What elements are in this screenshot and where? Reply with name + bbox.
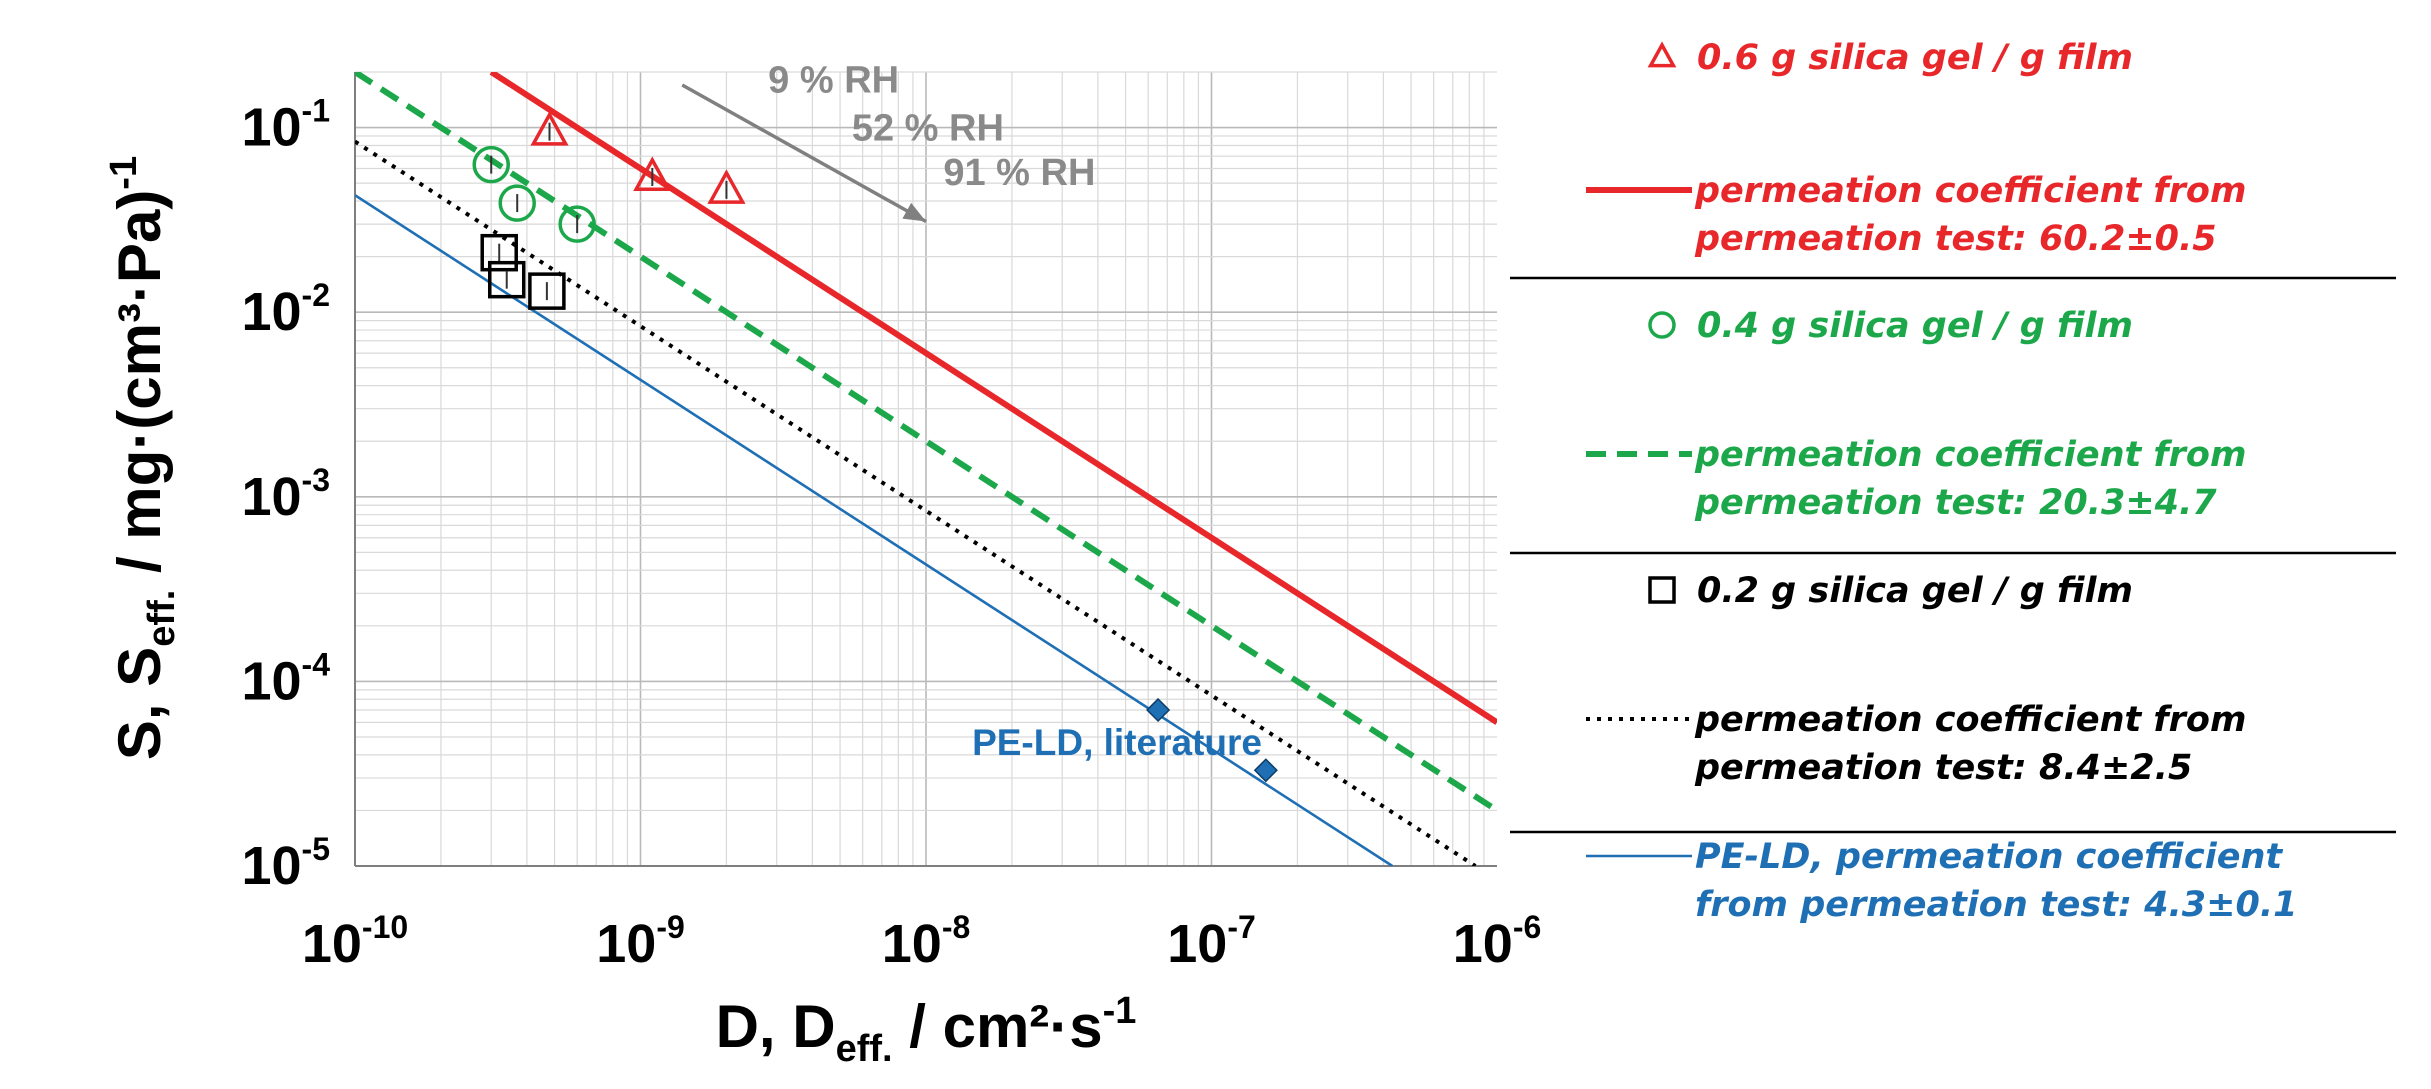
y-tick-exponent: -1 [302, 93, 330, 129]
legend-label: permeation coefficient from [1694, 435, 2246, 475]
x-tick-base: 10 [1453, 914, 1513, 974]
legend-marker-triangle [1647, 41, 1677, 68]
markers [472, 111, 1278, 783]
y-tick-label: 10-2 [241, 277, 330, 342]
data-point-circle [558, 205, 596, 243]
legend-marker-circle [1648, 311, 1676, 339]
y-tick-base: 10 [241, 282, 301, 342]
x-axis-title-superscript: -1 [1103, 990, 1137, 1032]
series-line [355, 139, 1477, 866]
y-tick-exponent: -4 [302, 646, 331, 682]
tick-labels: 10-10 10-9 10-8 10-7 10-610-510-410-310-210-… [241, 93, 1541, 974]
data-point-triangle [530, 111, 569, 146]
x-tick-exponent: -8 [942, 909, 970, 945]
data-point-circle [472, 145, 510, 184]
y-tick-base: 10 [241, 836, 301, 896]
legend-label: PE-LD, permeation coefficient [1695, 837, 2283, 877]
x-tick-label: 10-10 [302, 909, 408, 974]
legend-label: 0.6 g silica gel / g film [1697, 38, 2133, 78]
x-tick-exponent: -9 [656, 909, 684, 945]
y-axis-title-unit: / mg·(cm³·Pa) [106, 190, 173, 590]
y-axis-title-subscript: eff. [141, 590, 183, 647]
series [355, 72, 1497, 866]
x-tick-label: 10-7 [1167, 909, 1256, 974]
x-axis-title: D, Deff. / cm²·s-1 [716, 990, 1137, 1070]
legend-entry: permeation coefficient from permeation te… [1586, 435, 2246, 523]
axis-labels: D, Deff. / cm²·s-1S, Seff. / mg·(cm³·Pa)… [103, 156, 1136, 1070]
legend-label: 0.4 g silica gel / g film [1697, 306, 2133, 346]
legend-label: from permeation test: 4.3±0.1 [1695, 885, 2298, 925]
x-tick-label: 10-9 [596, 909, 685, 974]
series-line [489, 72, 1497, 725]
x-tick-base: 10 [882, 914, 942, 974]
data-point-square [528, 272, 566, 310]
x-tick-exponent: -6 [1513, 909, 1541, 945]
y-tick-label: 10-4 [241, 646, 330, 711]
rh-label: 9 % RH [768, 59, 899, 101]
rh-label: 52 % RH [852, 108, 1004, 150]
rh-arrow-shaft [681, 83, 927, 223]
x-axis-title-unit: / cm²·s [893, 993, 1103, 1060]
data-point-triangle [633, 156, 672, 191]
grid [354, 71, 1497, 867]
y-tick-base: 10 [241, 651, 301, 711]
rh-arrow-head [902, 202, 926, 222]
data-point-triangle [707, 169, 746, 204]
legend: 0.6 g silica gel / g film permeation coef… [1510, 38, 2396, 925]
legend-entry: permeation coefficient from permeation te… [1586, 171, 2246, 259]
y-axis-title-superscript: -1 [103, 156, 145, 190]
y-axis-title-main: S, S [106, 647, 173, 760]
y-tick-exponent: -2 [302, 277, 330, 313]
x-tick-label: 10-6 [1453, 909, 1542, 974]
pe-ld-literature-label: PE-LD, literature [972, 722, 1262, 763]
legend-entry: 0.4 g silica gel / g film [1648, 306, 2133, 346]
y-tick-base: 10 [241, 98, 301, 158]
y-tick-base: 10 [241, 467, 301, 527]
data-point-square [487, 260, 526, 299]
series-line [355, 194, 1394, 866]
x-axis-title-subscript: eff. [836, 1028, 893, 1070]
axes [354, 72, 1497, 867]
legend-label: 0.2 g silica gel / g film [1697, 571, 2133, 611]
y-tick-label: 10-5 [241, 831, 330, 896]
x-tick-label: 10-8 [882, 909, 971, 974]
y-tick-label: 10-1 [241, 93, 330, 158]
legend-label: permeation coefficient from [1694, 700, 2246, 740]
x-tick-base: 10 [596, 914, 656, 974]
data-point-diamond [1253, 758, 1278, 783]
legend-label: permeation test: 8.4±2.5 [1694, 748, 2192, 788]
series-line [355, 72, 1497, 813]
x-tick-base: 10 [302, 914, 362, 974]
data-point-square [480, 233, 518, 272]
y-axis-title: S, Seff. / mg·(cm³·Pa)-1 [103, 156, 183, 760]
x-tick-exponent: -10 [362, 909, 408, 945]
legend-marker-square [1648, 576, 1676, 604]
x-axis-title-main: D, D [716, 993, 836, 1060]
data-point-diamond [1146, 697, 1171, 723]
rh-label: 91 % RH [943, 152, 1095, 194]
y-tick-label: 10-3 [241, 462, 330, 527]
data-point-circle [498, 184, 536, 222]
legend-label: permeation test: 60.2±0.5 [1694, 219, 2217, 259]
y-tick-exponent: -5 [302, 831, 330, 867]
legend-entry: permeation coefficient from permeation te… [1586, 700, 2246, 788]
y-tick-exponent: -3 [302, 462, 330, 498]
legend-label: permeation coefficient from [1694, 171, 2246, 211]
x-tick-exponent: -7 [1227, 909, 1255, 945]
legend-entry: 0.2 g silica gel / g film [1648, 571, 2133, 611]
x-tick-base: 10 [1167, 914, 1227, 974]
legend-label: permeation test: 20.3±4.7 [1694, 483, 2217, 523]
legend-entry: 0.6 g silica gel / g film [1647, 38, 2133, 78]
legend-entry: PE-LD, permeation coefficient from permea… [1586, 837, 2298, 925]
